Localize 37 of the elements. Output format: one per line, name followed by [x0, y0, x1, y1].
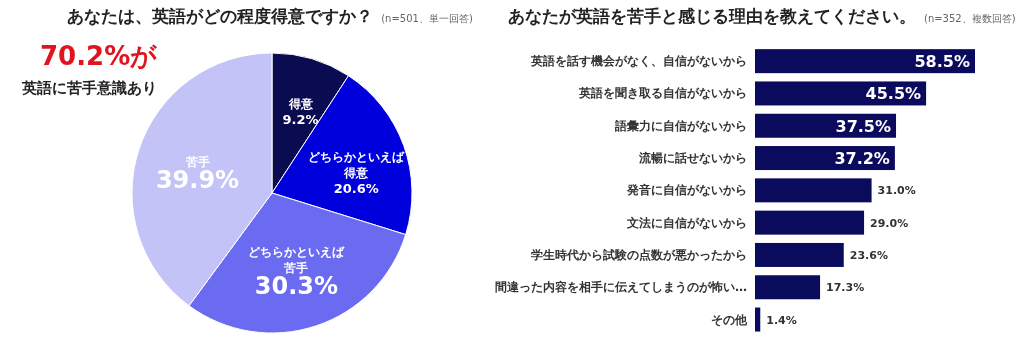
data-label: 29.0% — [870, 216, 909, 230]
slice-label: 得意 — [287, 97, 314, 112]
data-label: 37.5% — [835, 116, 892, 136]
bar — [755, 178, 872, 203]
data-label: 1.4% — [766, 313, 797, 327]
y-tick-label: 学生時代から試験の点数が悪かったから — [531, 247, 747, 262]
data-label: 37.2% — [834, 149, 890, 169]
bar — [755, 81, 927, 106]
bar — [755, 307, 761, 332]
y-tick-label: 英語を話す機会がなく、自信がないから — [530, 54, 747, 69]
data-label: 17.3% — [826, 281, 865, 295]
y-tick-label: 英語を聞き取る自信がないから — [578, 86, 747, 101]
bar — [755, 275, 821, 300]
slice-label: 苦手 — [184, 154, 210, 169]
y-tick-label: 発音に自信がないから — [626, 183, 747, 198]
slice-label: どちらかといえば苦手 — [248, 245, 346, 276]
data-label: 9.2% — [282, 112, 319, 128]
y-tick-label: 流暢に話せないから — [638, 151, 747, 166]
data-label: 45.5% — [865, 84, 922, 104]
data-label: 31.0% — [877, 184, 916, 198]
bar — [755, 210, 865, 235]
data-label: 58.5% — [914, 52, 970, 72]
data-label: 23.6% — [849, 248, 888, 262]
y-tick-label: その他 — [711, 312, 748, 327]
chart-subtitle: (n=352、複数回答) — [924, 13, 1016, 24]
data-label: 20.6% — [333, 181, 379, 197]
bar — [755, 242, 844, 267]
text: 英語に苦手意識あり — [21, 79, 157, 97]
y-tick-label: 文法に自信がないから — [626, 215, 747, 230]
chart-title: あなたが英語を苦手と感じる理由を教えてください。 — [508, 6, 916, 26]
chart-title: あなたは、英語がどの程度得意ですか？ — [67, 6, 374, 26]
y-tick-label: 間違った内容を相手に伝えてしまうのが怖い… — [495, 280, 747, 295]
bar — [755, 49, 975, 74]
y-tick-label: 語彙力に自信がないから — [614, 118, 747, 133]
slice-label: どちらかといえば得意 — [308, 150, 406, 181]
chart-subtitle: (n=501、単一回答) — [381, 13, 473, 24]
text: 70.2%が — [40, 41, 159, 71]
